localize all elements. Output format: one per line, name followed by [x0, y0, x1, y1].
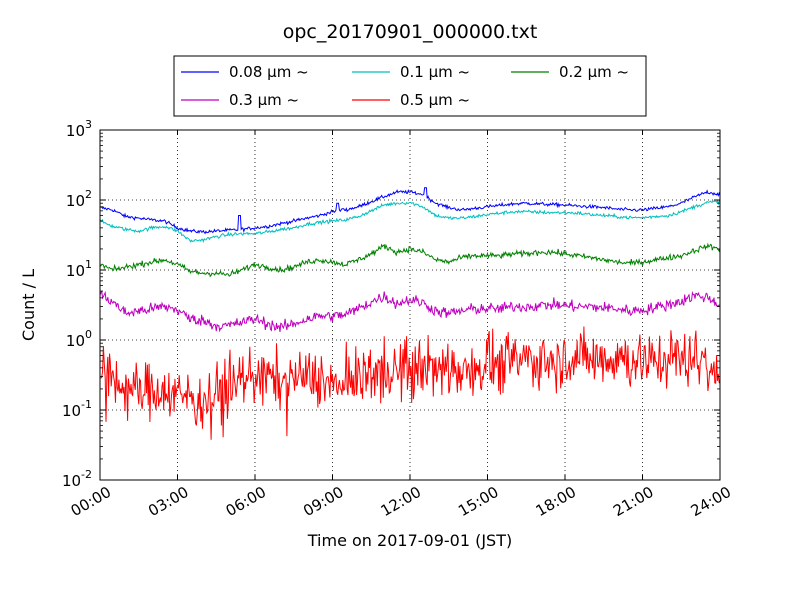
- x-axis-label: Time on 2017-09-01 (JST): [307, 531, 512, 550]
- legend-label: 0.2 μm ~: [559, 63, 629, 81]
- series-line-2: [99, 242, 721, 278]
- legend-label: 0.3 μm ~: [229, 91, 299, 109]
- chart-title: opc_20170901_000000.txt: [283, 21, 538, 43]
- y-tick-label: 103: [66, 118, 92, 140]
- y-tick-label: 101: [66, 258, 92, 280]
- y-axis: 10-2 10-1 100 101 102 103: [62, 118, 720, 490]
- legend-label: 0.5 μm ~: [400, 91, 470, 109]
- series-line-1: [99, 199, 721, 244]
- y-axis-label: Count / L: [19, 269, 38, 341]
- series-line-0: [99, 187, 721, 235]
- legend: 0.08 μm ~ 0.1 μm ~ 0.2 μm ~ 0.3 μm ~ 0.5 μm …: [173, 55, 647, 117]
- series-line-4: [99, 326, 721, 440]
- y-tick-label: 10-2: [62, 468, 92, 490]
- series-line-3: [99, 290, 721, 333]
- legend-box: [173, 55, 647, 117]
- legend-label: 0.1 μm ~: [400, 63, 470, 81]
- y-tick-label: 10-1: [62, 398, 92, 420]
- y-tick-label: 100: [66, 328, 92, 350]
- grid: [100, 130, 720, 480]
- series-group: [99, 187, 721, 440]
- y-tick-label: 102: [66, 188, 92, 210]
- legend-label: 0.08 μm ~: [229, 63, 309, 81]
